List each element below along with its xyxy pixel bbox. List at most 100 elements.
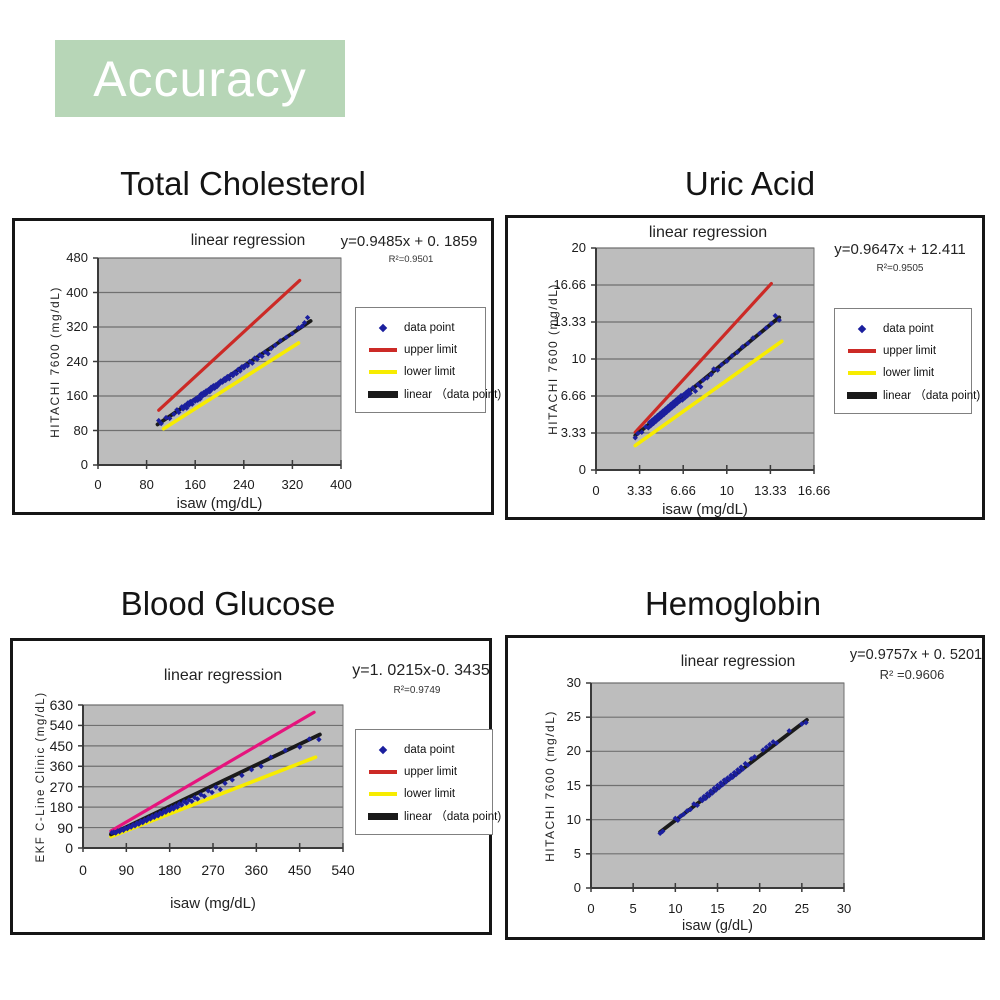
data-point — [208, 384, 214, 391]
data-point — [299, 323, 305, 329]
y-tick-label: 90 — [57, 819, 73, 836]
data-point — [301, 319, 308, 326]
x-tick-label: 320 — [281, 477, 304, 492]
x-tick-label: 80 — [139, 477, 154, 492]
data-point — [708, 788, 714, 794]
chart-blood-glucose: linear regression y=1. 0215x-0. 3435 R²=… — [10, 638, 501, 935]
data-point — [306, 736, 312, 742]
chart-legend: data point upper limit lower limit linear （… — [834, 308, 980, 414]
data-point — [233, 370, 240, 377]
chart-inner-title: linear regression — [190, 232, 306, 249]
lower-limit-line — [633, 339, 784, 448]
linear-line-swatch-icon — [845, 391, 879, 399]
y-tick-label: 270 — [49, 778, 73, 795]
data-point — [155, 813, 161, 819]
panel-title-blood-glucose: Blood Glucose — [120, 585, 336, 622]
data-point — [763, 325, 769, 331]
data-point — [763, 744, 770, 750]
legend-item: lower limit — [366, 783, 486, 805]
data-point — [166, 415, 173, 422]
x-tick-label: 270 — [201, 862, 225, 878]
chart-legend: data point upper limit lower limit linear （… — [355, 729, 501, 835]
data-point — [645, 425, 652, 431]
scatter-plot — [586, 682, 845, 892]
chart-inner-title: linear regression — [648, 224, 768, 241]
data-point — [654, 412, 661, 419]
plot-area — [82, 704, 344, 849]
data-point — [197, 396, 203, 402]
legend-label: data point — [404, 744, 455, 756]
data-point — [289, 330, 296, 337]
y-tick-label: 15 — [566, 777, 581, 793]
chart-total-cholesterol: linear regression y=0.9485x + 0. 1859 R²… — [12, 218, 501, 515]
data-point — [713, 787, 719, 793]
x-tick-label: 25 — [794, 901, 810, 916]
legend-item: lower limit — [845, 362, 965, 384]
chart-legend: data point upper limit lower limit linear （… — [355, 307, 501, 413]
legend-item: lower limit — [366, 361, 479, 383]
yellow-line-swatch-icon — [366, 792, 400, 796]
linear-line-swatch-icon — [366, 390, 400, 398]
y-tick-label: 400 — [66, 284, 88, 300]
upper-limit-line — [157, 278, 302, 412]
x-tick-label: 3.33 — [626, 483, 653, 498]
y-tick-label: 30 — [566, 675, 581, 690]
x-tick-label: 10 — [719, 483, 735, 498]
data-point — [249, 360, 256, 366]
data-point — [697, 384, 704, 390]
legend-label: linear （data point) — [404, 811, 502, 823]
data-point — [176, 801, 182, 807]
x-tick-label: 360 — [244, 862, 268, 878]
scatter-plot — [78, 704, 344, 852]
y-tick-label: 540 — [49, 717, 73, 734]
legend-item: upper limit — [366, 339, 479, 361]
x-tick-label: 16.66 — [797, 483, 831, 498]
regression-equation: y=0.9647x + 12.411 — [834, 241, 966, 258]
y-tick-label: 3.33 — [560, 425, 586, 440]
data-point — [218, 378, 224, 384]
legend-label: upper limit — [404, 344, 458, 356]
data-point — [226, 376, 232, 382]
data-point — [209, 789, 215, 796]
red-line-swatch-icon — [845, 349, 879, 353]
data-point-swatch-icon — [366, 745, 400, 755]
y-tick-label: 480 — [66, 250, 88, 265]
data-point — [183, 405, 190, 411]
x-tick-label: 15 — [710, 901, 725, 916]
chart-inner-title: linear regression — [680, 653, 796, 670]
data-point — [198, 391, 204, 397]
data-point — [724, 775, 731, 781]
x-tick-label: 90 — [118, 862, 135, 878]
y-tick-label: 80 — [73, 422, 88, 438]
data-point — [189, 798, 195, 804]
y-tick-label: 630 — [49, 697, 73, 713]
data-point — [772, 313, 778, 319]
y-tick-label: 10 — [571, 351, 586, 366]
yellow-line-swatch-icon — [845, 371, 879, 375]
data-point — [729, 352, 735, 359]
data-point — [768, 320, 775, 327]
data-point — [659, 828, 666, 834]
r-squared-value: R²=0.9749 — [393, 685, 441, 696]
red-line-swatch-icon — [366, 770, 400, 774]
x-tick-label: 5 — [629, 901, 637, 916]
y-tick-label: 20 — [571, 240, 586, 255]
data-point — [132, 823, 138, 829]
data-point — [714, 782, 721, 789]
y-tick-label: 20 — [566, 743, 581, 759]
data-point — [728, 772, 734, 778]
legend-label: upper limit — [404, 766, 458, 778]
x-tick-label: 20 — [752, 901, 767, 916]
data-point — [661, 411, 667, 418]
data-point — [799, 721, 805, 727]
data-point — [708, 371, 714, 378]
data-point — [745, 762, 751, 768]
regression-equation: y=1. 0215x-0. 3435 — [352, 662, 490, 679]
data-point — [773, 740, 780, 746]
legend-item: linear （data point) — [845, 384, 980, 406]
legend-item: data point — [366, 317, 479, 339]
legend-label: linear （data point) — [404, 389, 502, 401]
x-tick-label: 180 — [157, 862, 182, 878]
y-tick-label: 5 — [573, 845, 581, 861]
